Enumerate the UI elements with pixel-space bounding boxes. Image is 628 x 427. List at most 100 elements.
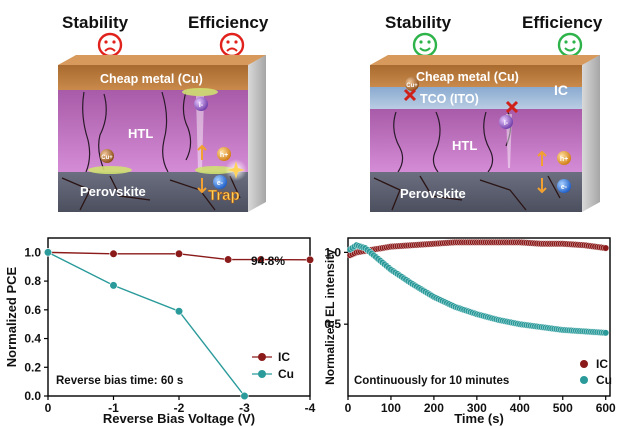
- right-efficiency-happy-face-icon: [557, 32, 583, 58]
- y-tick-label: 0.5: [324, 317, 341, 331]
- legend-marker-cu: [258, 370, 266, 378]
- left-chart-legend: IC Cu: [252, 350, 294, 381]
- data-point-ic: [109, 249, 118, 258]
- data-point-ic: [602, 244, 610, 252]
- svg-text:I-: I-: [199, 102, 204, 109]
- x-tick-label: 500: [553, 401, 573, 415]
- left-hole-icon: h+: [217, 147, 231, 161]
- right-metal-label: Cheap metal (Cu): [416, 70, 519, 84]
- y-tick-label: 1.0: [24, 245, 41, 259]
- y-tick-label: 0.0: [24, 389, 41, 403]
- right-up-arrow-icon: [537, 150, 547, 166]
- right-crack: [432, 111, 441, 173]
- x-tick-label: 100: [381, 401, 401, 415]
- left-metal-label: Cheap metal (Cu): [100, 72, 203, 86]
- right-metal-layer: [370, 65, 582, 87]
- left-perovskite-label: Perovskite: [80, 184, 146, 199]
- data-point-ic: [174, 249, 184, 258]
- right-hole-icon: h+: [557, 151, 571, 165]
- right-perovskite-label: Perovskite: [400, 186, 466, 201]
- left-diagram: Stability Efficiency Cheap metal (Cu) HT…: [58, 13, 269, 212]
- left-down-arrow-icon: [197, 178, 207, 194]
- right-crack: [505, 111, 512, 147]
- right-efficiency-label: Efficiency: [522, 13, 603, 32]
- left-copper-ion-icon: Cu+: [100, 149, 114, 163]
- x-tick-label: -1: [108, 401, 119, 415]
- left-chart-annotation-time: Reverse bias time: 60 s: [56, 375, 183, 387]
- x-tick-label: -4: [305, 401, 316, 415]
- left-crack: [82, 91, 91, 173]
- right-chart-legend: IC Cu: [580, 357, 612, 387]
- series-line-ic: [47, 251, 311, 261]
- right-stability-happy-face-icon: [412, 32, 438, 58]
- legend-marker-cu: [580, 376, 588, 384]
- right-htl-layer: [370, 109, 582, 172]
- left-chart: Normalized PCE Reverse Bias Voltage (V) …: [4, 237, 316, 426]
- left-efficiency-label: Efficiency: [188, 13, 269, 32]
- svg-text:I-: I-: [504, 120, 509, 127]
- y-tick-label: 0.4: [24, 332, 41, 346]
- data-point-cu: [109, 281, 118, 290]
- right-diagram: Stability Efficiency Cheap metal (Cu) TC…: [370, 13, 603, 212]
- right-tco-layer: [370, 87, 582, 109]
- data-point-cu: [43, 248, 53, 257]
- left-htl-label: HTL: [128, 126, 153, 141]
- data-point-cu: [174, 307, 184, 316]
- x-tick-label: 600: [596, 401, 616, 415]
- left-stability-label: Stability: [62, 13, 129, 32]
- x-tick-label: -2: [174, 401, 185, 415]
- legend-label-ic: IC: [278, 350, 290, 364]
- svg-text:Cu+: Cu+: [101, 155, 113, 161]
- right-chart-ylabel: Normalized EL intensity: [323, 249, 337, 385]
- left-metal-layer: [58, 65, 248, 90]
- data-point-ic: [305, 255, 315, 264]
- left-stability-sad-face-icon: [97, 32, 123, 58]
- data-point-ic: [224, 255, 233, 264]
- right-block-x-icon: [505, 100, 519, 114]
- right-iodide-ion-icon: I-: [499, 115, 513, 129]
- right-electron-icon: e-: [557, 179, 571, 193]
- left-iodide-ion-icon: I-: [194, 97, 208, 111]
- left-electron-icon: e-: [213, 175, 227, 189]
- right-crack: [393, 111, 404, 173]
- left-efficiency-sad-face-icon: [219, 32, 245, 58]
- right-crack: [483, 111, 494, 173]
- y-tick-label: 0.2: [24, 360, 41, 374]
- right-tco-label: TCO (ITO): [420, 92, 479, 106]
- y-tick-label: 0.8: [24, 274, 41, 288]
- right-copper-ion-icon: Cu+: [405, 77, 419, 91]
- svg-text:e-: e-: [217, 180, 224, 187]
- right-ic-label: IC: [554, 82, 568, 98]
- right-stability-label: Stability: [385, 13, 452, 32]
- x-tick-label: 0: [45, 401, 52, 415]
- left-crack: [182, 91, 192, 161]
- legend-label-cu: Cu: [278, 367, 294, 381]
- x-tick-label: -3: [239, 401, 250, 415]
- right-chart-xlabel: Time (s): [454, 411, 504, 426]
- y-tick-label: 1.0: [324, 245, 341, 259]
- left-chart-frame: [47, 237, 311, 397]
- left-up-arrow-icon: [197, 144, 207, 160]
- y-tick-label: 0.6: [24, 303, 41, 317]
- svg-text:Cu+: Cu+: [406, 83, 418, 89]
- data-point-ic: [256, 255, 265, 264]
- left-crack: [161, 91, 169, 173]
- legend-label-cu: Cu: [596, 373, 612, 387]
- x-tick-label: 400: [510, 401, 530, 415]
- right-down-arrow-icon: [537, 178, 547, 194]
- series-line-cu: [47, 251, 246, 397]
- x-tick-label: 0: [345, 401, 352, 415]
- right-chart: Normalized EL intensity Time (s) 0 100 200…: [323, 237, 616, 426]
- svg-text:h+: h+: [560, 156, 568, 163]
- left-trap-label: Trap: [208, 187, 240, 204]
- legend-label-ic: IC: [596, 357, 608, 371]
- legend-marker-ic: [258, 353, 266, 361]
- right-htl-label: HTL: [452, 138, 477, 153]
- data-point-cu: [240, 391, 249, 401]
- x-tick-label: 200: [424, 401, 444, 415]
- left-chart-annotation-percent: 94.8%: [251, 254, 285, 268]
- left-chart-ylabel: Normalized PCE: [4, 266, 19, 367]
- x-tick-label: 300: [467, 401, 487, 415]
- svg-text:h+: h+: [220, 152, 228, 159]
- right-perovskite-layer: [370, 172, 582, 212]
